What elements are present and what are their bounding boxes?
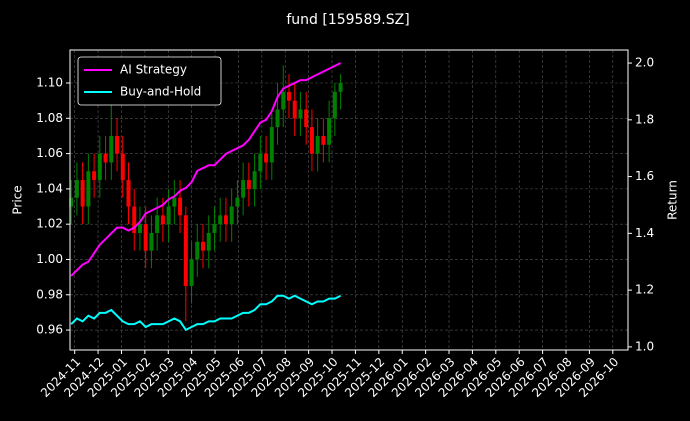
candle-body	[286, 91, 291, 101]
y2-tick-label: 1.2	[635, 283, 654, 297]
y-tick-label: 0.96	[36, 323, 63, 337]
y-tick-label: 1.10	[36, 76, 63, 90]
candle-body	[281, 91, 286, 110]
candle-body	[292, 100, 297, 119]
candle-body	[212, 224, 217, 233]
candle-body	[315, 135, 320, 154]
candle-body	[275, 109, 280, 128]
y2-tick-label: 1.4	[635, 226, 654, 240]
y-tick-label: 1.00	[36, 252, 63, 266]
candle-body	[149, 233, 154, 251]
y2-tick-label: 1.6	[635, 169, 654, 183]
candle-body	[183, 215, 188, 286]
candle-body	[86, 171, 91, 207]
candle-body	[235, 197, 240, 207]
y-axis-label: Price	[11, 185, 25, 214]
plot-frame	[69, 49, 629, 351]
candle-body	[195, 241, 200, 260]
candle-body	[246, 180, 251, 189]
candle-body	[327, 118, 332, 145]
candle-body	[223, 215, 228, 225]
candle-body	[304, 109, 309, 128]
candle-body	[332, 91, 337, 119]
candle-body	[132, 206, 137, 233]
candle-body	[206, 233, 211, 251]
candle-body	[143, 224, 148, 251]
candle-body	[218, 215, 223, 225]
y2-axis-label: Return	[666, 180, 680, 220]
candle-body	[229, 206, 234, 225]
candle-body	[160, 215, 165, 225]
y-tick-label: 0.98	[36, 287, 63, 301]
candle-body	[92, 171, 97, 181]
candle-body	[137, 224, 142, 233]
candle-body	[155, 215, 160, 233]
candle-body	[74, 180, 79, 198]
candle-body	[166, 206, 171, 225]
candle-body	[338, 83, 343, 92]
candle-body	[97, 153, 102, 181]
candle-body	[109, 135, 114, 163]
candle-body	[103, 153, 108, 163]
y2-tick-label: 1.8	[635, 112, 654, 126]
y2-tick-label: 1.0	[635, 339, 654, 353]
candle-body	[298, 109, 303, 119]
candle-body	[172, 197, 177, 207]
legend-label: Buy-and-Hold	[120, 85, 201, 99]
candle-body	[120, 153, 125, 181]
series-line	[70, 62, 342, 277]
candle-body	[69, 197, 74, 207]
chart-title: fund [159589.SZ]	[286, 12, 409, 28]
y-tick-label: 1.04	[36, 181, 63, 195]
candle-body	[201, 241, 206, 251]
series-line	[70, 294, 342, 332]
legend-label: AI Strategy	[120, 63, 187, 77]
candle-body	[189, 259, 194, 286]
candle-body	[321, 135, 326, 145]
candle-body	[252, 171, 257, 189]
candle-body	[264, 153, 269, 163]
y-tick-label: 1.06	[36, 146, 63, 160]
candle-body	[269, 127, 274, 163]
y-tick-label: 1.08	[36, 111, 63, 125]
y2-tick-label: 2.0	[635, 56, 654, 70]
candle-body	[241, 180, 246, 198]
candle-body	[258, 153, 263, 172]
candle-body	[115, 135, 120, 154]
candle-body	[126, 180, 131, 207]
y-tick-label: 1.02	[36, 217, 63, 231]
candle-body	[178, 197, 183, 216]
candle-body	[309, 127, 314, 154]
candle-body	[80, 180, 85, 207]
legend-box	[77, 56, 222, 106]
